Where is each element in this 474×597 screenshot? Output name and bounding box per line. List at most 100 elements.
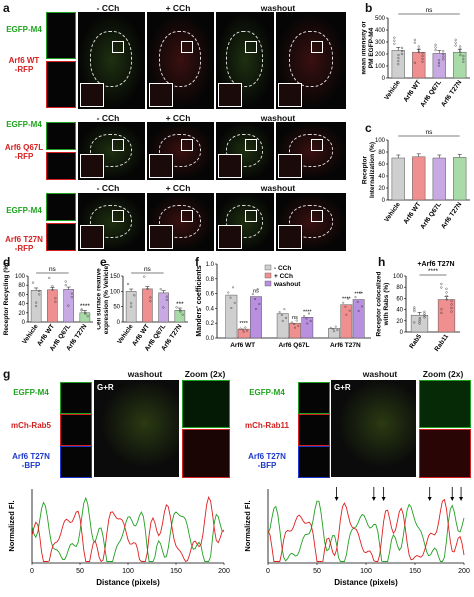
row-label-bottom: Arf6 T27N bbox=[5, 235, 43, 244]
data-point bbox=[445, 294, 448, 298]
y-axis-label: Mean intensity ofPM EGFP-M4 bbox=[362, 21, 375, 75]
g-left-gr-label: G+R bbox=[97, 383, 114, 392]
g-right-thumb-2 bbox=[298, 414, 330, 446]
micrograph-0-3 bbox=[216, 12, 274, 109]
y-tick-label: 100 bbox=[110, 289, 121, 295]
roi-box bbox=[180, 41, 193, 54]
ns-label: ns bbox=[426, 129, 434, 136]
data-point bbox=[400, 46, 404, 50]
thumb-green-2 bbox=[46, 193, 76, 221]
data-point bbox=[35, 301, 38, 304]
data-point bbox=[454, 38, 457, 41]
cell-outline bbox=[226, 133, 264, 168]
y-tick-label: 0.0 bbox=[206, 336, 215, 342]
cell-outline bbox=[288, 31, 333, 87]
y-tick-label: 0 bbox=[22, 320, 26, 326]
bar bbox=[142, 288, 153, 323]
data-point bbox=[423, 312, 426, 315]
x-tick-label: 100 bbox=[360, 568, 372, 575]
data-point bbox=[397, 60, 400, 63]
bar bbox=[276, 313, 289, 339]
y-tick-label: 1.0 bbox=[206, 262, 215, 268]
thumb-red-0 bbox=[46, 61, 76, 108]
roi-box bbox=[245, 139, 257, 152]
y-axis-label-line: Internalization (%) bbox=[369, 142, 376, 198]
sig-label: *** bbox=[176, 301, 184, 308]
row-label-top: EGFP-M4 bbox=[6, 25, 42, 34]
micrograph-1-1 bbox=[78, 122, 145, 180]
condition-label: + CCh bbox=[165, 183, 191, 193]
data-point bbox=[454, 41, 457, 44]
profile-line bbox=[31, 495, 225, 563]
y-tick-label: 300 bbox=[375, 40, 386, 46]
data-point bbox=[434, 46, 437, 49]
data-point bbox=[146, 287, 149, 290]
y-tick-label: 100 bbox=[15, 274, 26, 280]
g-right-thumb-1 bbox=[298, 382, 330, 414]
y-tick-label: 100 bbox=[375, 138, 386, 144]
data-point bbox=[413, 308, 416, 311]
data-point bbox=[80, 308, 83, 311]
data-point bbox=[332, 327, 335, 330]
condition-label: + CCh bbox=[165, 3, 191, 13]
row-label-top: EGFP-M4 bbox=[6, 120, 42, 129]
roi-box bbox=[111, 41, 124, 54]
x-tick-label: 50 bbox=[313, 568, 321, 575]
micrograph-0-2 bbox=[147, 12, 214, 109]
data-point bbox=[342, 301, 345, 304]
data-point bbox=[347, 297, 350, 300]
x-tick-label: Arf6 Q67L bbox=[278, 342, 309, 349]
y-axis-label-line: with Rabs (%) bbox=[383, 283, 390, 327]
row-label: EGFP-M4 Arf6 Q67L -RFP bbox=[2, 120, 46, 161]
y-tick-label: 60 bbox=[378, 162, 385, 168]
data-point bbox=[227, 291, 230, 294]
data-point bbox=[64, 283, 67, 287]
g-right-zoom-label: Zoom (2x) bbox=[422, 369, 464, 379]
data-point bbox=[230, 306, 233, 309]
data-point bbox=[393, 39, 396, 42]
condition-label: washout bbox=[260, 3, 296, 13]
data-point bbox=[434, 43, 437, 46]
y-tick-label: 100 bbox=[375, 64, 386, 70]
data-point bbox=[418, 316, 421, 320]
bar bbox=[174, 310, 186, 323]
g-right-thumb-3 bbox=[298, 446, 330, 478]
y-tick-label: 20 bbox=[378, 186, 385, 192]
roi-box bbox=[180, 210, 193, 223]
data-point bbox=[242, 330, 245, 333]
y-tick-label: 40 bbox=[396, 308, 403, 314]
arrow-head bbox=[459, 497, 464, 501]
data-point bbox=[290, 321, 293, 324]
condition-label: - CCh bbox=[96, 3, 120, 13]
data-point bbox=[251, 293, 254, 296]
data-point bbox=[423, 310, 426, 313]
data-point bbox=[421, 54, 424, 58]
data-point bbox=[445, 298, 448, 301]
data-point bbox=[440, 282, 443, 286]
cell-outline bbox=[226, 31, 264, 87]
legend-label: + CCh bbox=[274, 273, 293, 280]
thumb-green-0 bbox=[46, 12, 76, 59]
y-axis-label: Manders' coefficients bbox=[196, 265, 203, 336]
row-label-top: EGFP-M4 bbox=[6, 206, 42, 215]
g-right-zoom-red bbox=[419, 429, 471, 478]
g-label-bfp: -BFP bbox=[257, 461, 277, 470]
arrow-head bbox=[381, 497, 386, 501]
data-point bbox=[70, 292, 73, 295]
roi-box bbox=[311, 139, 323, 152]
thumb-red-2 bbox=[46, 223, 76, 251]
g-left-zoom-red bbox=[182, 429, 230, 478]
cell-outline bbox=[288, 204, 333, 239]
data-point bbox=[413, 321, 416, 324]
data-point bbox=[307, 312, 310, 315]
y-axis-label: Cell surface relativeexpression (% Vehic… bbox=[97, 264, 110, 334]
micrograph-2-3 bbox=[216, 193, 274, 251]
data-point bbox=[329, 326, 332, 329]
data-point bbox=[360, 305, 363, 308]
cell-outline bbox=[288, 133, 333, 168]
data-point bbox=[162, 306, 165, 309]
thumb-red-1 bbox=[46, 152, 76, 180]
zoom-inset bbox=[278, 83, 302, 107]
